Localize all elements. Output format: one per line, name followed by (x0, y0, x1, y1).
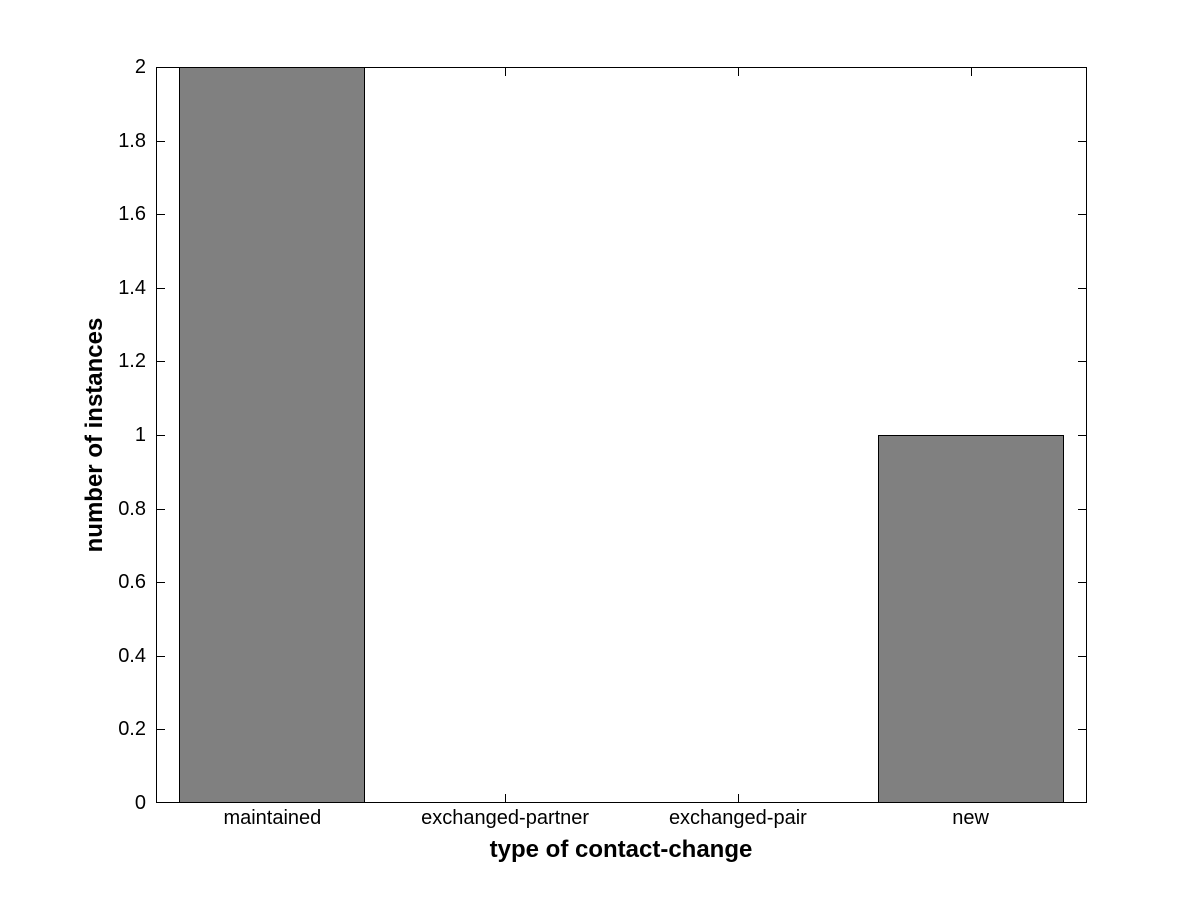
x-axis-label: type of contact-change (489, 836, 753, 863)
y-tick-label: 0.4 (118, 644, 146, 667)
y-tick-left (157, 582, 165, 583)
y-tick-right (1078, 214, 1086, 215)
y-tick-left (157, 509, 165, 510)
x-tick-label: exchanged-pair (668, 807, 807, 829)
y-tick-right (1078, 288, 1086, 289)
bar-maintained (179, 67, 365, 803)
y-tick-left (157, 361, 165, 362)
y-tick-label: 1.6 (118, 203, 146, 226)
y-tick-left (157, 214, 165, 215)
x-tick-top (971, 68, 972, 76)
bar-new (878, 435, 1064, 803)
y-tick-right (1078, 656, 1086, 657)
y-tick-left (157, 435, 165, 436)
y-tick-right (1078, 141, 1086, 142)
y-tick-label: 0 (134, 792, 146, 814)
y-tick-right (1078, 361, 1086, 362)
y-tick-label: 1 (134, 424, 146, 446)
y-tick-label: 2 (134, 56, 146, 78)
x-tick-label: maintained (223, 807, 322, 829)
y-tick-label: 1.8 (118, 129, 146, 152)
y-tick-label: 1.4 (118, 276, 146, 299)
y-tick-label: 0.8 (118, 497, 146, 520)
y-tick-left (157, 141, 165, 142)
x-tick-label: new (952, 807, 989, 829)
y-tick-right (1078, 582, 1086, 583)
y-tick-left (157, 729, 165, 730)
y-tick-right (1078, 729, 1086, 730)
y-tick-right (1078, 435, 1086, 436)
y-tick-label: 0.6 (118, 571, 146, 594)
x-tick-top (738, 68, 739, 76)
x-tick-bottom (505, 794, 506, 802)
y-tick-right (1078, 509, 1086, 510)
x-tick-bottom (738, 794, 739, 802)
y-tick-label: 0.2 (118, 718, 146, 741)
y-tick-left (157, 288, 165, 289)
x-tick-label: exchanged-partner (421, 807, 590, 829)
y-tick-left (157, 656, 165, 657)
x-tick-top (505, 68, 506, 76)
y-tick-label: 1.2 (118, 350, 146, 373)
